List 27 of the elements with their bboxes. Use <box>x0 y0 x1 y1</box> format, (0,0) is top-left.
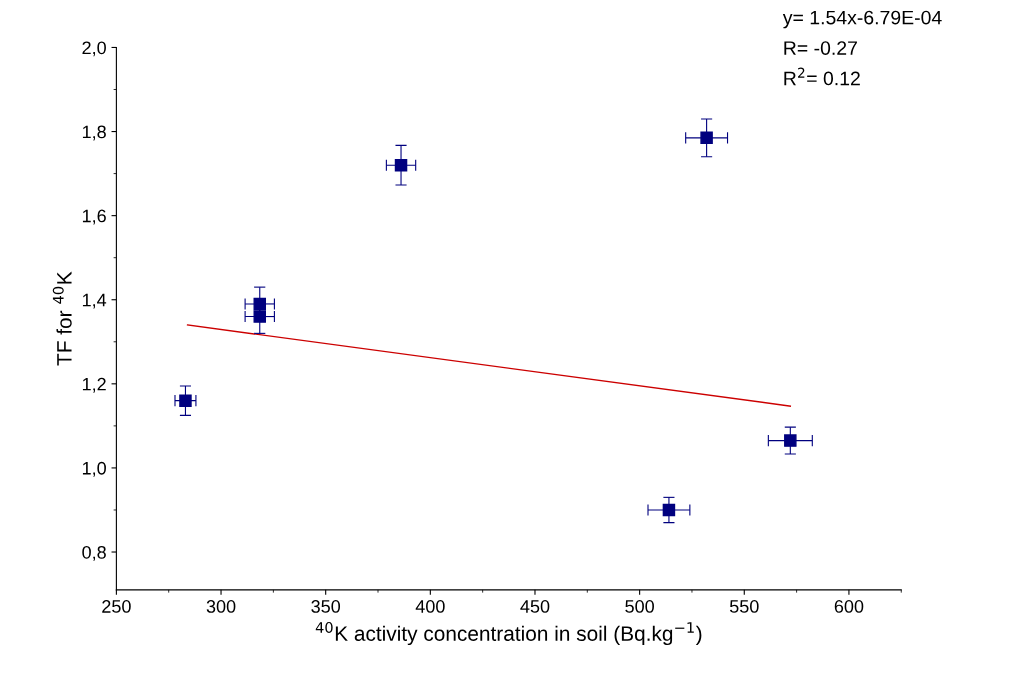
x-tick-label: 450 <box>520 600 550 613</box>
y-tick-label: 1,2 <box>82 377 106 393</box>
y-tick-label: 1,8 <box>82 125 106 141</box>
y-tick-label: 0,8 <box>82 545 106 561</box>
point <box>253 297 267 311</box>
point <box>394 158 408 172</box>
point <box>179 394 192 407</box>
point <box>662 503 676 517</box>
y-axis-title: TF for $^{40}$K <box>52 271 72 366</box>
y-tick-label: 1,0 <box>82 461 106 477</box>
point <box>253 310 267 323</box>
annotation: R$^{2}$= 0.12 <box>784 67 860 86</box>
y-tick-label: 1,6 <box>82 209 106 225</box>
text: y= 1.54x-6.79E-04 <box>782 10 942 29</box>
x-tick-label: 400 <box>415 600 445 613</box>
x-tick-label: 350 <box>311 600 341 613</box>
annotation: R= -0.27 <box>784 41 857 55</box>
x-axis-title: $^{40}$K activity concentration in soil (Bq.kg$^{−1}$) <box>315 621 702 646</box>
point <box>784 434 797 447</box>
x-tick-label: 250 <box>102 600 131 613</box>
x-tick-label: 550 <box>729 600 759 613</box>
x-tick-label: 300 <box>206 600 236 613</box>
y-tick-label: 1,4 <box>82 293 107 309</box>
y-tick-label: 2,0 <box>82 41 106 57</box>
point <box>700 131 713 145</box>
x-tick-label: 600 <box>834 600 864 613</box>
x-tick-label: 500 <box>625 600 654 613</box>
